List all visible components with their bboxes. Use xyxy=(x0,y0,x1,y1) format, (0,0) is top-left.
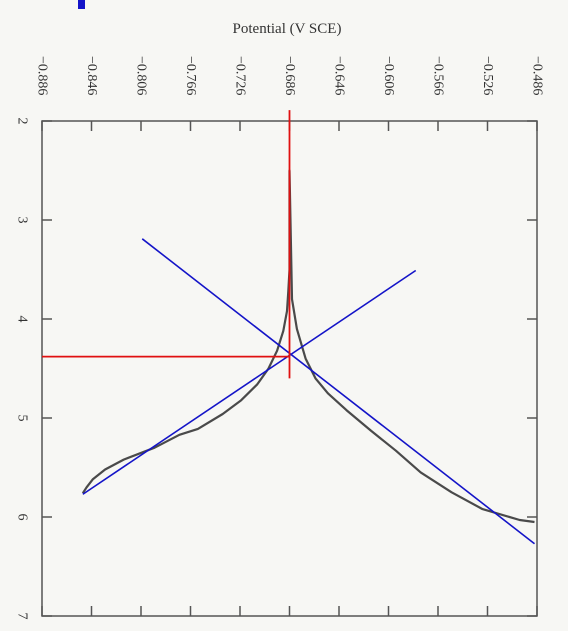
cathodic-tafel-line xyxy=(82,269,417,495)
data-series-layer xyxy=(81,169,535,524)
potential-tick-label: −0.486 xyxy=(530,56,545,95)
log-tick-label: 3 xyxy=(15,217,30,224)
anodic-tafel-line xyxy=(141,238,536,545)
potential-tick-label: −0.606 xyxy=(381,56,396,95)
tafel-lines-layer xyxy=(82,238,536,545)
potential-tick-label: −0.726 xyxy=(233,56,248,95)
log-axis-ticks: 2 3 4 5 6 7 xyxy=(15,118,537,620)
potential-axis-title: Potential (V SCE) xyxy=(233,21,342,37)
polarization-curve xyxy=(81,169,535,524)
potential-tick-label: −0.806 xyxy=(134,56,149,95)
potential-tick-label: −0.526 xyxy=(480,56,495,95)
potential-tick-label: −0.646 xyxy=(332,56,347,95)
potential-axis-ticks: −0.886 −0.846 −0.806 −0.766 −0.726 −0.686 −0.6… xyxy=(35,56,545,616)
log-tick-label: 5 xyxy=(15,415,30,422)
potential-tick-label: −0.846 xyxy=(84,56,99,95)
log-tick-label: 6 xyxy=(15,514,30,521)
potential-tick-label: −0.766 xyxy=(183,56,198,95)
top-left-marker xyxy=(78,0,85,9)
potential-tick-label: −0.566 xyxy=(431,56,446,95)
log-tick-label: 4 xyxy=(15,316,30,323)
log-tick-label: 2 xyxy=(15,118,30,125)
guide-lines-layer xyxy=(42,110,291,379)
log-tick-label: 7 xyxy=(15,613,30,620)
potential-tick-label: −0.886 xyxy=(35,56,50,95)
potential-tick-label: −0.686 xyxy=(282,56,297,95)
